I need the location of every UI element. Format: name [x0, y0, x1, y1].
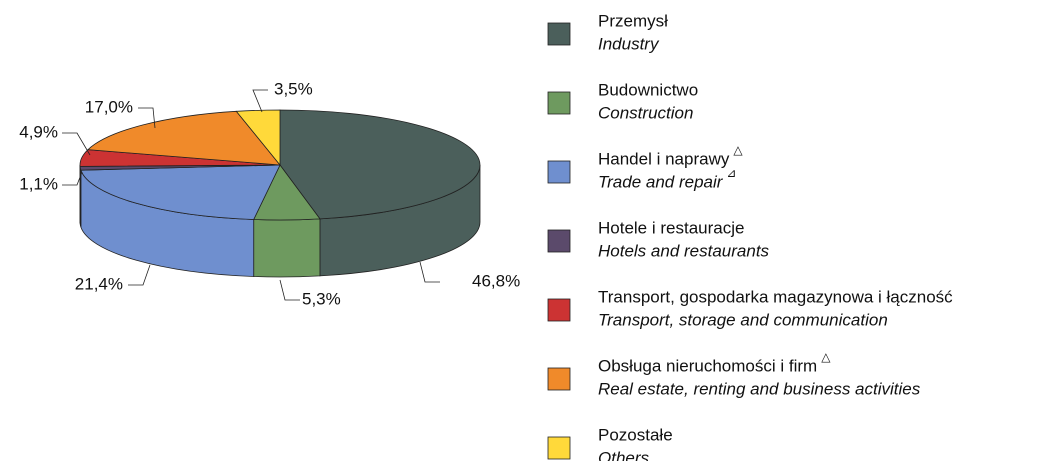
data-label: 3,5% [274, 79, 313, 98]
data-label: 21,4% [75, 274, 123, 293]
legend-label-en: Real estate, renting and business activi… [598, 379, 921, 398]
pie-slice [279, 109, 481, 220]
legend-swatch [547, 91, 571, 115]
leader-line [252, 89, 268, 113]
legend-label-en: Transport, storage and communication [598, 310, 888, 329]
legend-swatch [547, 22, 571, 46]
data-label: 46,8% [472, 271, 520, 290]
legend-label: Budownictwo [598, 80, 698, 99]
legend-label-en: Others [598, 448, 650, 461]
pie-slice [80, 164, 281, 220]
legend-mark: △ [821, 350, 831, 364]
legend-label-en: Industry [598, 34, 660, 53]
data-label: 17,0% [85, 97, 133, 116]
leader-line [419, 261, 440, 283]
leader-line [279, 279, 300, 301]
legend-label: Przemysł [598, 11, 668, 30]
legend-swatch [547, 436, 571, 460]
leader-line [62, 171, 83, 186]
data-label: 5,3% [302, 289, 341, 308]
legend-swatch [547, 229, 571, 253]
data-label: 4,9% [19, 122, 58, 141]
leader-line [62, 132, 91, 156]
legend-label-en: Trade and repair [598, 172, 724, 191]
legend-mark: ⊿ [726, 166, 736, 180]
pie-slice [235, 109, 281, 167]
pie-slice [87, 110, 281, 166]
legend-label: Transport, gospodarka magazynowa i łączn… [598, 287, 953, 306]
legend-label-en: Hotels and restaurants [598, 241, 770, 260]
legend-label: Obsługa nieruchomości i firm [598, 356, 817, 375]
legend-mark: △ [733, 143, 743, 157]
legend-label-en: Construction [598, 103, 693, 122]
legend-swatch [547, 367, 571, 391]
legend-swatch [547, 298, 571, 322]
leader-line [138, 107, 156, 129]
legend-label: Hotele i restauracje [598, 218, 744, 237]
legend-swatch [547, 160, 571, 184]
data-label: 1,1% [19, 174, 58, 193]
legend-label: Pozostałe [598, 425, 673, 444]
legend-label: Handel i naprawy [598, 149, 730, 168]
leader-line [128, 264, 151, 286]
pie-side [253, 218, 321, 278]
